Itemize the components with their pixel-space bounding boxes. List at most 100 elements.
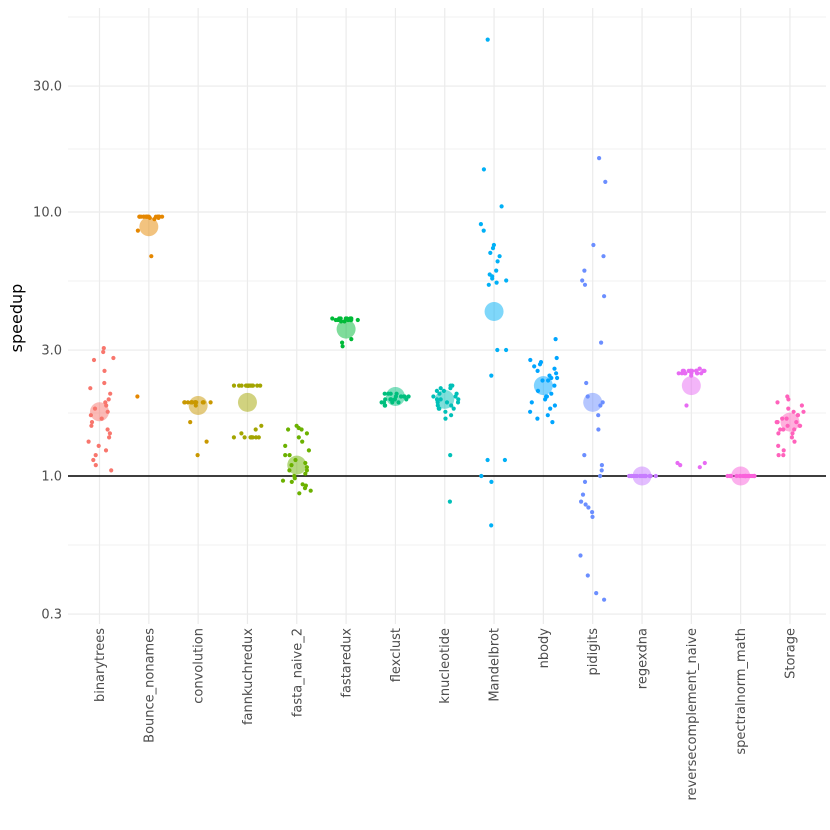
data-point <box>594 591 599 596</box>
data-point <box>653 473 658 479</box>
data-point <box>308 488 313 493</box>
data-point <box>478 222 483 227</box>
data-point <box>532 364 537 369</box>
x-tick-label: Bounce_nonames <box>142 628 157 743</box>
data-point <box>582 268 587 273</box>
data-point <box>89 423 94 428</box>
x-tick-label: spectralnorm_math <box>734 628 749 755</box>
data-point <box>135 228 140 233</box>
data-point <box>599 468 604 473</box>
data-point <box>255 383 260 388</box>
data-point <box>302 486 308 491</box>
data-point <box>786 397 791 402</box>
mean-marker <box>681 376 701 396</box>
data-point <box>590 514 595 520</box>
data-point <box>752 473 757 479</box>
data-point <box>554 355 559 361</box>
mean-marker <box>139 217 159 237</box>
means-layer <box>90 217 800 486</box>
data-point <box>602 597 607 602</box>
y-axis-title: speedup <box>7 284 26 353</box>
data-point <box>702 460 707 466</box>
data-point <box>495 259 500 264</box>
data-point <box>89 420 95 425</box>
data-point <box>91 457 96 463</box>
data-point <box>479 473 484 479</box>
y-tick-label: 3.0 <box>41 344 62 359</box>
data-point <box>258 383 263 388</box>
data-point <box>349 337 354 342</box>
data-point <box>489 523 494 528</box>
data-point <box>580 492 586 497</box>
data-point <box>554 371 559 376</box>
data-point <box>499 204 504 209</box>
data-point <box>287 453 292 458</box>
data-point <box>485 37 490 42</box>
data-point <box>443 416 448 421</box>
data-point <box>91 357 97 363</box>
data-point <box>453 394 458 399</box>
data-point <box>529 400 534 405</box>
y-tick-label: 10.0 <box>33 206 62 221</box>
data-point <box>431 394 436 399</box>
data-point <box>107 435 112 440</box>
data-point <box>697 366 702 371</box>
data-point <box>382 391 387 396</box>
x-tick-label: fastaredux <box>340 628 355 698</box>
data-point <box>490 246 496 251</box>
x-axis-ticks: binarytrees Bounce_nonames convolution fann… <box>93 628 799 801</box>
data-point <box>448 386 453 391</box>
data-point <box>195 453 200 458</box>
data-point <box>404 397 409 402</box>
mean-marker <box>780 412 800 432</box>
data-point <box>678 463 683 468</box>
data-point <box>679 371 685 376</box>
data-point <box>535 368 540 373</box>
data-point <box>599 340 604 345</box>
data-point <box>303 471 308 476</box>
x-tick-label: fannkuchredux <box>241 628 256 725</box>
data-point <box>280 478 286 483</box>
data-point <box>239 431 244 436</box>
data-point <box>289 479 294 484</box>
data-point <box>596 413 601 418</box>
data-point <box>627 473 632 479</box>
data-point <box>486 282 491 287</box>
data-point <box>489 373 494 378</box>
data-point <box>156 215 161 220</box>
data-point <box>449 413 454 418</box>
data-point <box>555 375 560 381</box>
mean-marker <box>484 302 504 321</box>
data-point <box>596 427 601 432</box>
x-tick-label: pidigits <box>586 628 601 676</box>
x-tick-label: regexdna <box>636 628 651 689</box>
y-tick-label: 0.3 <box>41 608 62 623</box>
data-point <box>552 366 557 371</box>
data-point <box>598 473 603 479</box>
y-tick-label: 1.0 <box>41 470 62 485</box>
data-point <box>485 457 490 463</box>
data-point <box>105 427 110 432</box>
data-point <box>776 453 781 458</box>
data-point <box>590 509 595 515</box>
data-point <box>253 427 258 432</box>
data-point <box>249 383 255 388</box>
data-point <box>775 400 780 405</box>
data-point <box>283 443 288 448</box>
data-point <box>502 457 507 463</box>
data-point <box>579 499 584 504</box>
data-point <box>101 349 106 355</box>
x-tick-label: nbody <box>537 628 552 669</box>
data-point <box>406 394 411 399</box>
data-point <box>86 439 91 444</box>
data-point <box>489 479 494 484</box>
data-point <box>102 380 107 386</box>
data-point <box>490 276 495 281</box>
data-point <box>582 479 588 484</box>
data-point <box>583 502 588 507</box>
data-point <box>582 453 587 458</box>
data-point <box>135 394 140 399</box>
y-axis-ticks: 0.3 1.0 3.0 10.0 30.0 <box>33 80 62 623</box>
data-point <box>231 383 237 388</box>
